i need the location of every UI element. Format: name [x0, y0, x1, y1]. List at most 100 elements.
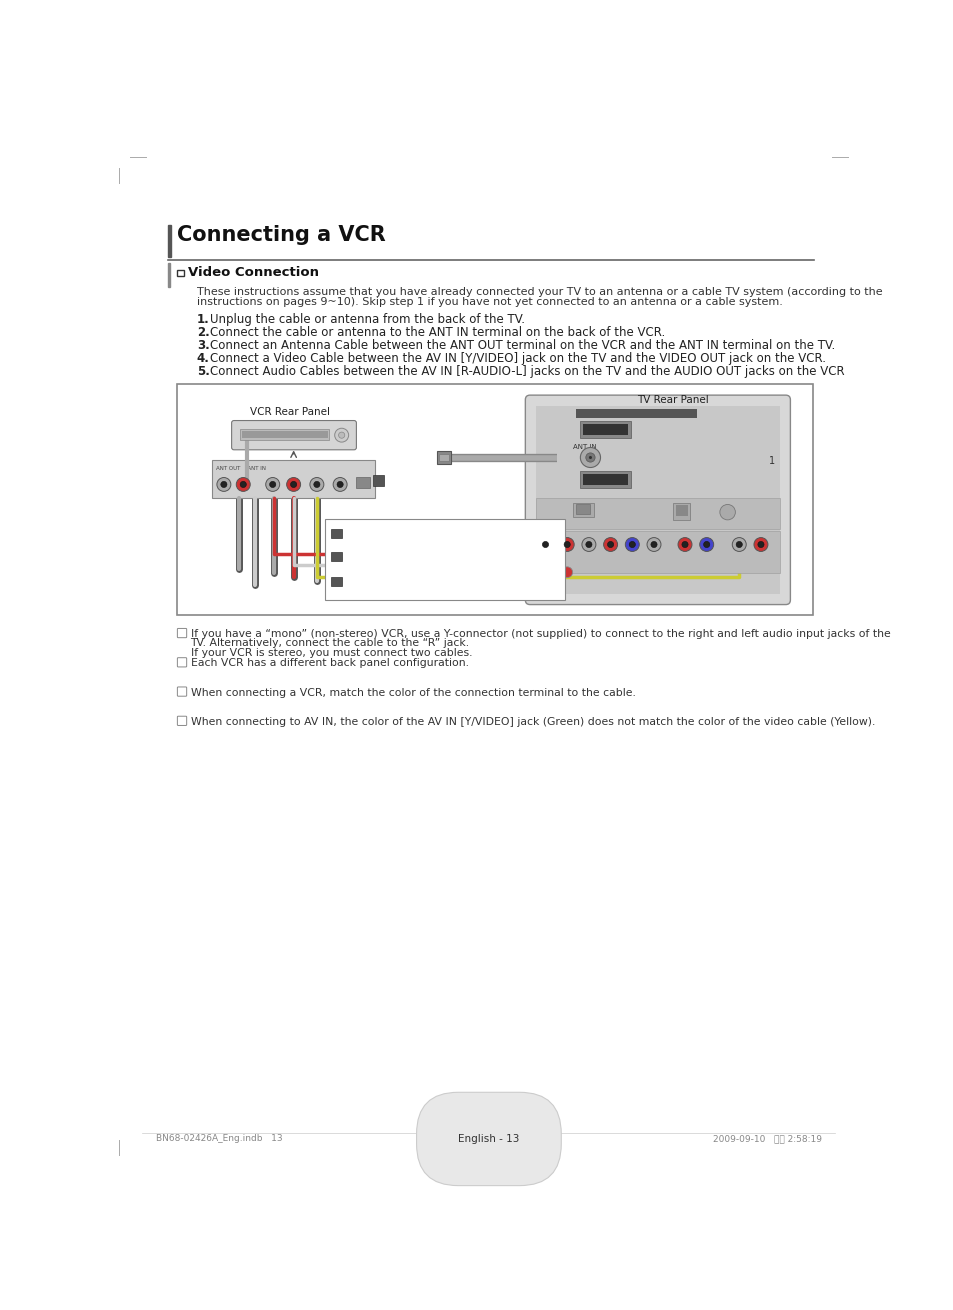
Text: When connecting to AV IN, the color of the AV IN [Y/VIDEO] jack (Green) does not: When connecting to AV IN, the color of t… — [191, 717, 874, 727]
Bar — [177, 270, 183, 276]
Circle shape — [270, 481, 275, 487]
Circle shape — [699, 537, 713, 552]
Bar — [572, 503, 594, 516]
Text: AV IN: AV IN — [536, 555, 549, 561]
Circle shape — [736, 541, 741, 548]
Text: ANT IN: ANT IN — [572, 444, 596, 451]
Circle shape — [585, 453, 595, 462]
Circle shape — [678, 537, 691, 552]
Circle shape — [581, 537, 596, 552]
Circle shape — [291, 481, 296, 487]
Text: HDMI IN: HDMI IN — [622, 410, 650, 417]
Circle shape — [240, 481, 246, 487]
Text: These instructions assume that you have already connected your TV to an antenna : These instructions assume that you have … — [196, 287, 882, 296]
Bar — [579, 422, 630, 439]
Circle shape — [559, 537, 574, 552]
Text: 4: 4 — [333, 576, 339, 586]
Text: If your VCR is stereo, you must connect two cables.: If your VCR is stereo, you must connect … — [191, 647, 472, 658]
Text: 1: 1 — [768, 456, 774, 466]
Circle shape — [220, 481, 227, 487]
Text: Unplug the cable or antenna from the back of the TV.: Unplug the cable or antenna from the bac… — [210, 313, 524, 326]
Text: Di+Ji+: Di+Ji+ — [543, 511, 561, 516]
Text: Connect Audio Cables between the AV IN [R-AUDIO-L] jacks on the TV and the AUDIO: Connect Audio Cables between the AV IN [… — [210, 365, 843, 379]
Bar — [324, 519, 564, 600]
Bar — [373, 476, 383, 486]
Text: ANT OUT    ANT IN: ANT OUT ANT IN — [216, 466, 266, 472]
Text: Connect the cable or antenna to the ANT IN terminal on the back of the VCR.: Connect the cable or antenna to the ANT … — [210, 326, 664, 339]
Text: Each VCR has a different back panel configuration.: Each VCR has a different back panel conf… — [191, 659, 468, 668]
Bar — [355, 477, 369, 489]
Text: 5: 5 — [333, 553, 339, 561]
Circle shape — [537, 537, 552, 552]
Text: DIGITAL AUDIO OUT
(OPTICAL): DIGITAL AUDIO OUT (OPTICAL) — [638, 508, 690, 519]
Text: Connect an Antenna Cable between the ANT OUT terminal on the VCR and the ANT IN : Connect an Antenna Cable between the ANT… — [210, 339, 834, 352]
Bar — [675, 506, 687, 516]
Circle shape — [336, 481, 343, 487]
Bar — [331, 553, 341, 562]
Text: 2: 2 — [375, 476, 380, 485]
Text: instructions on pages 9~10). Skip step 1 if you have not yet connected to an ant: instructions on pages 9~10). Skip step 1… — [196, 296, 781, 307]
Circle shape — [286, 478, 300, 491]
Bar — [583, 474, 627, 485]
Text: Video Cable (Not supplied): Video Cable (Not supplied) — [345, 576, 476, 587]
Bar — [168, 225, 171, 257]
Circle shape — [266, 478, 279, 491]
Text: BN68-02426A_Eng.indb   13: BN68-02426A_Eng.indb 13 — [155, 1134, 282, 1144]
Bar — [439, 453, 448, 461]
Text: SERVICE: SERVICE — [585, 511, 607, 516]
Text: Antenna cable (Not supplied): Antenna cable (Not supplied) — [345, 529, 488, 538]
Text: 3: 3 — [333, 529, 338, 538]
Circle shape — [624, 537, 639, 552]
Bar — [536, 498, 779, 529]
Text: Connect a Video Cable between the AV IN [Y/VIDEO] jack on the TV and the VIDEO O: Connect a Video Cable between the AV IN … — [210, 352, 825, 365]
FancyBboxPatch shape — [525, 396, 790, 605]
Text: 4.: 4. — [196, 352, 210, 365]
Circle shape — [720, 504, 735, 520]
Bar — [212, 460, 375, 498]
Circle shape — [703, 541, 709, 548]
Text: 3.: 3. — [196, 339, 210, 352]
Circle shape — [314, 481, 319, 487]
Bar — [536, 406, 779, 593]
Circle shape — [542, 541, 548, 548]
Bar — [673, 503, 690, 520]
FancyBboxPatch shape — [232, 421, 356, 449]
Text: EXT
AUDIO IN: EXT AUDIO IN — [716, 508, 740, 519]
Text: Video Connection: Video Connection — [188, 266, 319, 279]
Circle shape — [629, 541, 635, 548]
Circle shape — [757, 541, 763, 548]
Circle shape — [588, 456, 592, 458]
FancyBboxPatch shape — [177, 658, 187, 667]
Text: Connecting a VCR: Connecting a VCR — [176, 225, 385, 245]
Text: TV. Alternatively, connect the cable to the “R” jack.: TV. Alternatively, connect the cable to … — [191, 638, 469, 648]
Circle shape — [603, 537, 617, 552]
Text: When connecting a VCR, match the color of the connection terminal to the cable.: When connecting a VCR, match the color o… — [191, 688, 635, 698]
Bar — [576, 409, 696, 418]
Bar — [241, 431, 328, 439]
Text: AUDIO-L: AUDIO-L — [557, 555, 577, 561]
Circle shape — [335, 428, 348, 441]
Circle shape — [563, 541, 570, 548]
Circle shape — [579, 448, 599, 468]
Circle shape — [646, 537, 660, 552]
Text: 2.: 2. — [196, 326, 210, 339]
Circle shape — [681, 541, 687, 548]
Bar — [168, 263, 171, 287]
Text: 5.: 5. — [196, 365, 210, 379]
Bar — [331, 576, 341, 586]
Circle shape — [338, 432, 344, 439]
Circle shape — [732, 537, 745, 552]
FancyBboxPatch shape — [177, 629, 187, 638]
Bar — [331, 529, 341, 538]
FancyBboxPatch shape — [177, 717, 187, 726]
Text: English - 13: English - 13 — [457, 1134, 519, 1144]
Circle shape — [753, 537, 767, 552]
Circle shape — [216, 478, 231, 491]
FancyBboxPatch shape — [177, 686, 187, 696]
Bar — [536, 531, 779, 572]
Text: If you have a “mono” (non-stereo) VCR, use a Y-connector (not supplied) to conne: If you have a “mono” (non-stereo) VCR, u… — [191, 629, 889, 639]
Text: Audio Cable (Not supplied): Audio Cable (Not supplied) — [345, 552, 476, 562]
Bar — [579, 472, 630, 489]
Bar — [436, 452, 451, 464]
Text: COMPONENT IN: COMPONENT IN — [603, 555, 641, 561]
